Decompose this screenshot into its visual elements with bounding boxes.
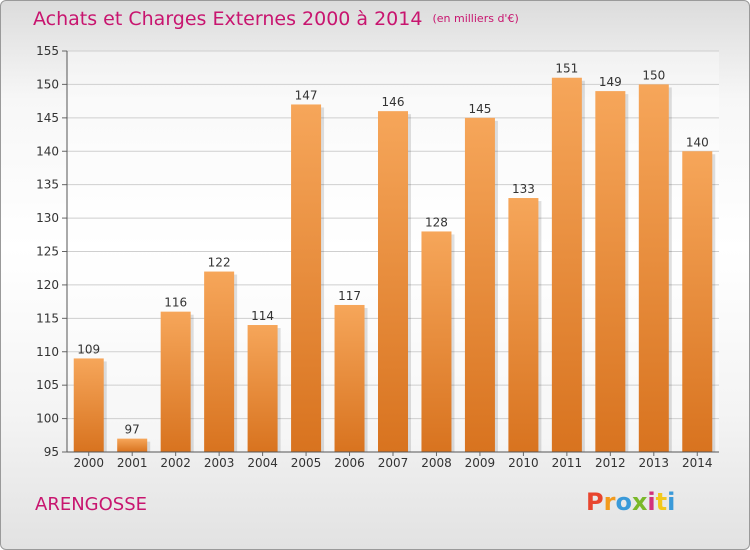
logo-letter: i [647,488,656,516]
bar-value-label: 145 [468,102,491,116]
bar-value-label: 151 [555,62,578,76]
x-tick-label: 2005 [291,456,322,470]
y-tick-label: 110 [36,345,59,359]
y-tick-label: 95 [44,445,59,459]
x-tick-label: 2004 [247,456,278,470]
bar-value-label: 146 [382,95,405,109]
bar-value-label: 109 [77,342,100,356]
bar-value-label: 140 [686,135,709,149]
logo-letter: o [615,488,632,516]
bar-2014 [682,151,713,452]
y-tick-label: 115 [36,311,59,325]
bar-value-label: 147 [295,88,318,102]
y-tick-label: 105 [36,378,59,392]
bar-2006 [334,304,365,452]
chart-title-text: Achats et Charges Externes 2000 à 2014 [33,8,423,30]
x-tick-label: 2007 [378,456,409,470]
x-tick-label: 2006 [334,456,365,470]
place-name: ARENGOSSE [35,494,147,515]
bar-2013 [638,84,669,453]
x-tick-label: 2003 [204,456,235,470]
bar-value-label: 149 [599,75,622,89]
y-tick-label: 125 [36,245,59,259]
logo-letter: x [631,488,648,516]
x-tick-label: 2013 [639,456,670,470]
bar-2004 [247,325,278,452]
bar-2002 [160,311,191,452]
bar-2009 [464,117,495,452]
bar-2010 [508,198,539,452]
chart-unit: (en milliers d'€) [432,12,519,25]
x-tick-label: 2000 [73,456,104,470]
y-tick-label: 150 [36,77,59,91]
x-tick-label: 2002 [160,456,191,470]
bar-2000 [73,358,104,452]
x-tick-label: 2008 [421,456,452,470]
bar-value-label: 116 [164,296,187,310]
bar-value-label: 97 [125,423,140,437]
bar-2001 [117,438,148,452]
bar-2011 [551,77,582,452]
x-tick-label: 2010 [508,456,539,470]
bar-2008 [421,231,452,452]
x-tick-label: 2001 [117,456,148,470]
bar-value-label: 128 [425,215,448,229]
y-tick-label: 100 [36,412,59,426]
proxiti-logo: Proxiti [586,488,675,516]
bar-2012 [595,91,626,452]
bar-2005 [291,104,322,452]
y-tick-label: 135 [36,178,59,192]
logo-letter: t [655,488,668,516]
logo-letter: i [667,488,676,516]
x-tick-label: 2011 [552,456,583,470]
x-tick-label: 2009 [465,456,496,470]
y-tick-label: 120 [36,278,59,292]
bar-2003 [204,271,235,452]
bar-value-label: 114 [251,309,274,323]
bar-value-label: 133 [512,182,535,196]
y-tick-label: 145 [36,111,59,125]
bar-value-label: 117 [338,289,361,303]
y-tick-label: 130 [36,211,59,225]
x-tick-label: 2012 [595,456,626,470]
bar-value-label: 150 [642,68,665,82]
logo-letter: P [586,488,604,516]
chart-title: Achats et Charges Externes 2000 à 2014 (e… [33,8,519,30]
y-tick-label: 140 [36,144,59,158]
logo-letter: r [603,488,616,516]
y-tick-label: 155 [36,44,59,58]
x-tick-label: 2014 [682,456,713,470]
bar-2007 [378,111,408,453]
bar-value-label: 122 [208,256,231,270]
